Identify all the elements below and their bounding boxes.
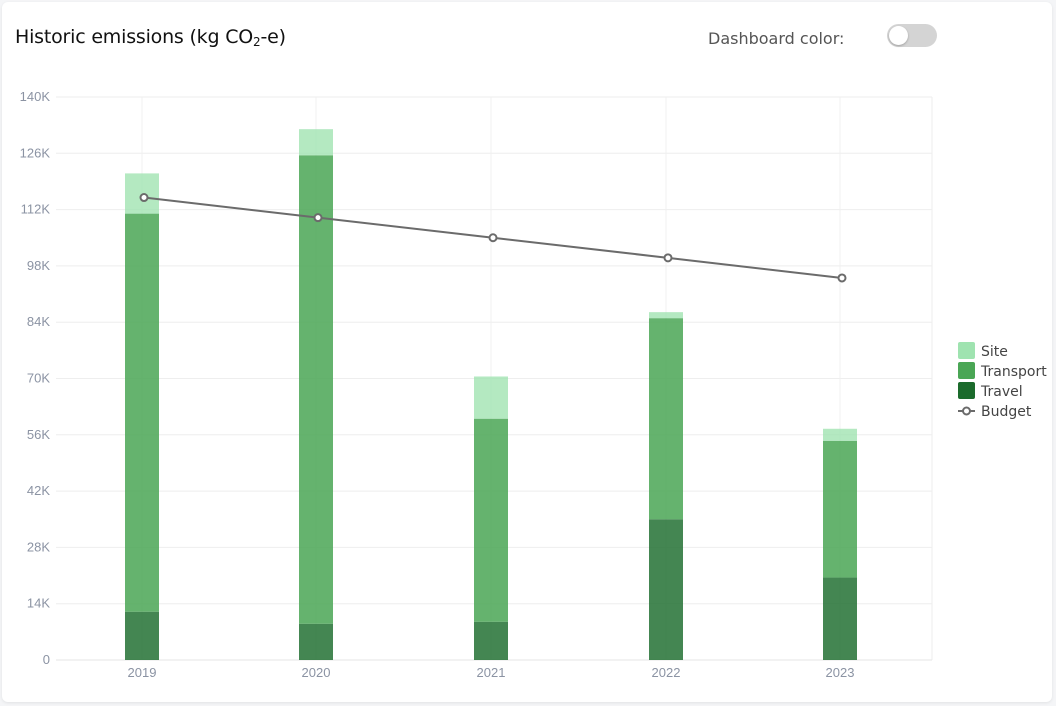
y-tick-label: 0 <box>43 652 50 667</box>
legend-site-label[interactable]: Site <box>981 344 1008 360</box>
bar-travel[interactable] <box>649 519 683 660</box>
y-tick-label: 14K <box>27 596 50 611</box>
budget-point[interactable] <box>663 253 673 263</box>
dashboard-color-toggle[interactable] <box>887 24 937 47</box>
y-tick-label: 42K <box>27 483 50 498</box>
budget-point[interactable] <box>837 273 847 283</box>
x-tick-label: 2021 <box>477 665 506 680</box>
y-tick-label: 140K <box>20 89 51 104</box>
budget-point[interactable] <box>488 233 498 243</box>
bar-site[interactable] <box>823 428 857 441</box>
title-suffix: -e) <box>260 26 286 48</box>
y-tick-label: 84K <box>27 314 50 329</box>
budget-point[interactable] <box>313 213 323 223</box>
bar-transport[interactable] <box>474 418 508 622</box>
bar-transport[interactable] <box>125 213 159 612</box>
x-tick-label: 2020 <box>302 665 331 680</box>
bar-site[interactable] <box>299 129 333 156</box>
dashboard-color-label: Dashboard color: <box>708 29 845 48</box>
legend-budget-marker[interactable] <box>962 406 971 416</box>
bar-travel[interactable] <box>474 621 508 660</box>
bar-travel[interactable] <box>823 577 857 660</box>
y-tick-label: 28K <box>27 539 50 554</box>
legend-travel-label[interactable]: Travel <box>980 384 1023 400</box>
x-tick-label: 2022 <box>652 665 681 680</box>
y-tick-label: 98K <box>27 258 50 273</box>
legend-travel-swatch[interactable] <box>958 382 975 399</box>
bar-travel[interactable] <box>125 611 159 660</box>
x-tick-label: 2019 <box>128 665 157 680</box>
toggle-knob[interactable] <box>889 26 908 45</box>
y-tick-label: 70K <box>27 371 50 386</box>
title-subscript: 2 <box>253 35 261 49</box>
bar-transport[interactable] <box>299 155 333 624</box>
bar-transport[interactable] <box>823 440 857 578</box>
legend-site-swatch[interactable] <box>958 342 975 359</box>
bar-transport[interactable] <box>649 318 683 520</box>
title-prefix: Historic emissions (kg CO <box>15 26 254 48</box>
y-tick-label: 126K <box>20 145 51 160</box>
x-tick-label: 2023 <box>826 665 855 680</box>
y-tick-label: 112K <box>21 202 51 217</box>
legend-transport-swatch[interactable] <box>958 362 975 379</box>
chart-title: Historic emissions (kg CO2-e) <box>15 26 286 49</box>
bar-site[interactable] <box>649 312 683 319</box>
budget-point[interactable] <box>139 193 149 203</box>
bar-travel[interactable] <box>299 623 333 660</box>
legend-budget-label[interactable]: Budget <box>981 404 1032 420</box>
legend-transport-label[interactable]: Transport <box>980 364 1047 380</box>
y-tick-label: 56K <box>27 427 50 442</box>
bar-site[interactable] <box>474 376 508 419</box>
